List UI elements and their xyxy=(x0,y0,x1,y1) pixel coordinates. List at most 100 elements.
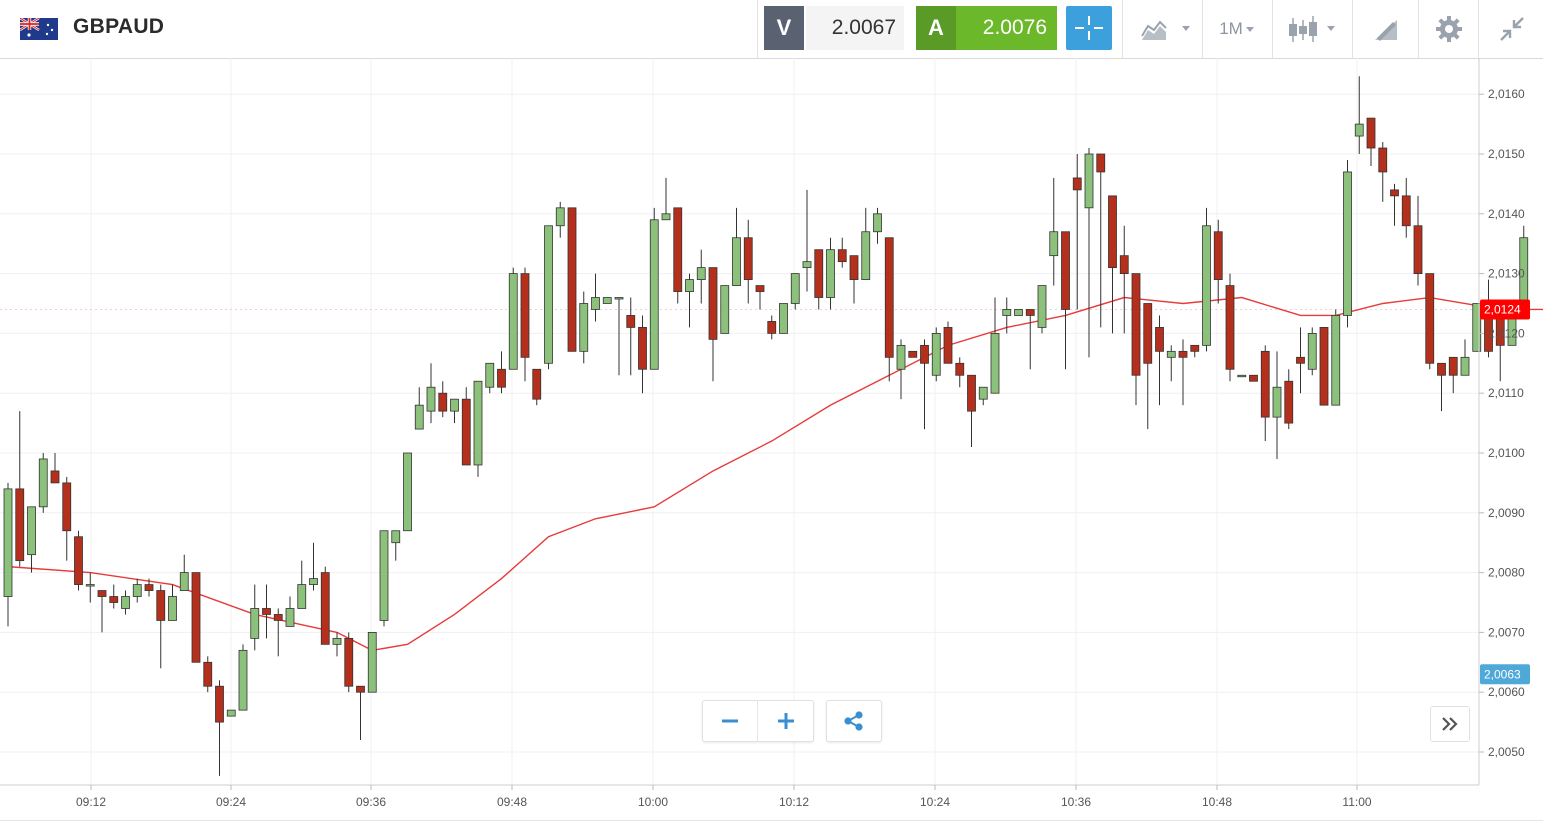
candle xyxy=(649,207,659,370)
candle-body xyxy=(1190,344,1200,352)
candle xyxy=(837,237,847,268)
candle-body xyxy=(814,249,824,298)
candle xyxy=(638,315,647,394)
drawing-tools-button[interactable] xyxy=(1362,10,1410,48)
y-tick-label: 2,0110 xyxy=(1488,386,1524,400)
candle xyxy=(1143,303,1153,430)
candle xyxy=(1131,273,1141,406)
scroll-to-latest-button[interactable] xyxy=(1430,706,1470,742)
candle xyxy=(144,578,154,597)
candle xyxy=(391,530,401,561)
chevron-double-right-icon xyxy=(1442,717,1458,731)
candle xyxy=(191,572,201,663)
y-tick-label: 2,0150 xyxy=(1488,147,1525,161)
sell-price[interactable]: 2.0067 xyxy=(806,6,904,50)
candle-body xyxy=(1354,123,1364,137)
candle-body xyxy=(426,386,436,412)
candle xyxy=(1307,327,1317,376)
candle xyxy=(743,219,753,304)
candle xyxy=(967,374,976,448)
candle-body xyxy=(1390,189,1399,197)
candle xyxy=(1178,339,1188,406)
buy-price[interactable]: 2.0076 xyxy=(956,6,1057,50)
candle xyxy=(1119,225,1129,334)
candle-body xyxy=(1072,177,1082,191)
candle-body xyxy=(15,488,25,562)
y-tick-label: 2,0100 xyxy=(1488,446,1525,460)
candle xyxy=(1108,195,1117,334)
candle-body xyxy=(3,488,13,597)
candle-body xyxy=(1319,327,1329,406)
timeframe-dropdown[interactable]: 1M xyxy=(1210,10,1266,48)
collapse-button[interactable] xyxy=(1490,10,1534,48)
candle-style-dropdown[interactable] xyxy=(1282,10,1344,48)
candle-body xyxy=(379,530,389,621)
candle xyxy=(520,267,530,382)
buy-button[interactable]: A xyxy=(916,6,956,50)
candle xyxy=(121,590,130,615)
candle-body xyxy=(1378,147,1388,173)
candle-body xyxy=(356,685,365,693)
crosshair-button[interactable] xyxy=(1066,6,1112,50)
candle-body xyxy=(779,303,788,334)
candle xyxy=(614,297,624,376)
gear-icon xyxy=(1436,16,1462,42)
candle-body xyxy=(955,362,965,376)
price-chart[interactable]: 2,00502,00602,00702,00802,00902,01002,01… xyxy=(0,58,1543,820)
candle-body xyxy=(262,608,271,615)
candle xyxy=(767,315,777,340)
candle xyxy=(1249,374,1258,382)
candle-body xyxy=(826,249,835,298)
candle xyxy=(884,237,894,382)
candle-body xyxy=(591,297,600,310)
candle xyxy=(1002,297,1012,334)
candle-body xyxy=(1284,380,1294,424)
x-tick-label: 10:24 xyxy=(920,795,950,809)
candle xyxy=(896,339,906,400)
divider xyxy=(0,820,1543,821)
candle-body xyxy=(755,285,765,292)
candle-body xyxy=(708,267,718,340)
zoom-out-button[interactable] xyxy=(703,701,758,741)
y-tick-label: 2,0140 xyxy=(1488,207,1525,221)
candle-body xyxy=(849,255,859,280)
candle-body xyxy=(1366,117,1376,149)
candle-body xyxy=(1413,225,1423,274)
candle-body xyxy=(1178,350,1188,358)
price-tags: 2,0124 2,0063 xyxy=(1480,299,1530,685)
candle xyxy=(814,249,824,310)
candle xyxy=(732,207,741,286)
candle xyxy=(485,362,495,394)
y-tick-label: 2,0080 xyxy=(1488,566,1525,580)
y-tick-label: 2,0130 xyxy=(1488,267,1525,281)
candle-body xyxy=(297,584,307,609)
y-tick-label: 2,0090 xyxy=(1488,506,1525,520)
candle-body xyxy=(1213,231,1223,280)
candle xyxy=(1437,362,1446,412)
candle xyxy=(955,357,965,388)
candle-body xyxy=(168,596,177,621)
settings-button[interactable] xyxy=(1428,10,1470,48)
candle xyxy=(450,398,459,424)
candle-body xyxy=(1037,285,1047,328)
candle xyxy=(85,572,95,603)
candle-body xyxy=(309,578,318,585)
zoom-in-button[interactable] xyxy=(758,701,813,741)
chart-type-dropdown[interactable] xyxy=(1132,10,1196,48)
candle xyxy=(720,285,730,334)
candle-body xyxy=(1307,332,1317,370)
candle xyxy=(285,596,295,627)
y-tick-label: 2,0060 xyxy=(1488,685,1525,699)
candle-body xyxy=(1002,309,1012,316)
share-button[interactable] xyxy=(826,700,882,742)
candle xyxy=(273,608,283,657)
divider xyxy=(1478,0,1479,58)
candle xyxy=(250,584,260,651)
candle xyxy=(1096,153,1106,328)
candle xyxy=(790,273,800,310)
candle-body xyxy=(884,237,894,358)
candle xyxy=(1190,344,1200,358)
chart-toolbar: GBPAUD V 2.0067 A 2.0076 1M xyxy=(0,0,1543,59)
sell-button[interactable]: V xyxy=(764,6,804,50)
last-price-tag xyxy=(1480,299,1530,320)
